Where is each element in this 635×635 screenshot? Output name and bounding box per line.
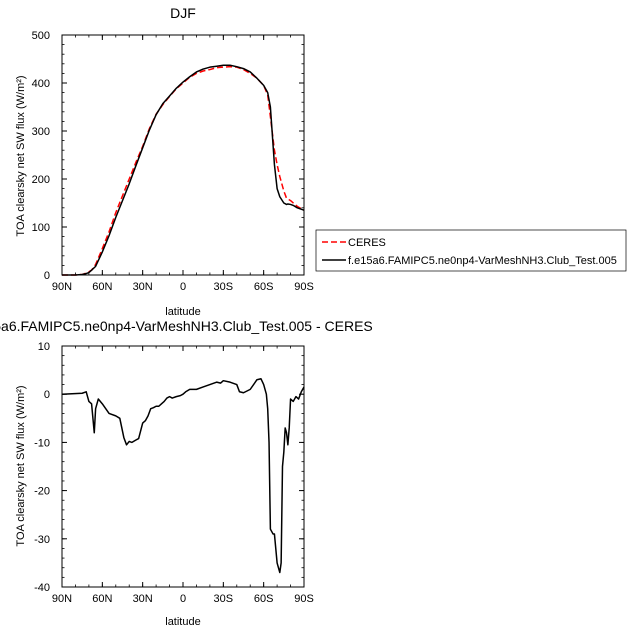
x-tick-label: 30N (133, 281, 153, 293)
bottom-chart-series-group (61, 378, 305, 574)
bottom-chart-title: 5a6.FAMIPC5.ne0np4-VarMeshNH3.Club_Test.… (0, 318, 373, 334)
y-tick-label: 0 (44, 389, 50, 401)
bottom-chart-series-difference-line (61, 378, 305, 574)
top-chart-legend: CERES f.e15a6.FAMIPC5.ne0np4-VarMeshNH3.… (315, 229, 627, 272)
x-tick-label: 60N (92, 281, 112, 293)
top-chart-x-axis-label: latitude (165, 306, 200, 318)
legend-ceres-label: CERES (348, 237, 386, 249)
legend-model-label: f.e15a6.FAMIPC5.ne0np4-VarMeshNH3.Club_T… (348, 255, 617, 267)
bottom-chart-x-axis-label: latitude (165, 616, 200, 628)
y-tick-label: 200 (32, 174, 50, 186)
top-chart-panel: DJF 90N 60N 30N 0 30S 60S 90S0100200300400500 … (15, 5, 627, 318)
y-tick-label: 500 (32, 30, 50, 42)
bottom-chart-axes: 90N 60N 30N 0 30S 60S 90S 10 0 -10 -20 -30 -40 (34, 341, 314, 605)
x-tick-label: 0 (180, 593, 186, 605)
bottom-chart-panel: 5a6.FAMIPC5.ne0np4-VarMeshNH3.Club_Test.… (0, 318, 373, 628)
y-tick-label: -20 (34, 486, 50, 498)
x-tick-label: 30S (214, 281, 234, 293)
x-tick-label: 60S (254, 281, 274, 293)
top-chart-series-group (62, 64, 305, 276)
top-chart-series-ceres-line (62, 65, 305, 276)
x-tick-label: 60N (92, 593, 112, 605)
bottom-chart-y-axis-label: TOA clearsky net SW flux (W/m²) (15, 385, 27, 546)
y-tick-label: 100 (32, 222, 50, 234)
top-chart-frame (61, 34, 305, 276)
y-tick-label: -30 (34, 534, 50, 546)
x-tick-label: 0 (180, 281, 186, 293)
y-tick-label: 300 (32, 126, 50, 138)
x-tick-label: 90N (52, 593, 72, 605)
y-tick-label: 10 (38, 341, 50, 353)
top-chart-title: DJF (170, 5, 196, 21)
y-tick-label: 0 (44, 270, 50, 282)
legend-frame (315, 229, 627, 272)
y-tick-label: -10 (34, 437, 50, 449)
x-tick-label: 90S (294, 593, 314, 605)
x-tick-label: 60S (254, 593, 274, 605)
x-tick-label: 90N (52, 281, 72, 293)
x-tick-label: 30S (214, 593, 234, 605)
x-tick-label: 30N (133, 593, 153, 605)
bottom-chart-frame (61, 345, 305, 588)
x-tick-label: 90S (294, 281, 314, 293)
y-tick-label: 400 (32, 78, 50, 90)
y-tick-label: -40 (34, 582, 50, 594)
top-chart-axes: 90N 60N 30N 0 30S 60S 90S 0 100 200 300 400 500 (32, 30, 314, 293)
top-chart-y-axis-label: TOA clearsky net SW flux (W/m²) (15, 75, 27, 236)
top-chart-series-model-line (62, 64, 305, 276)
